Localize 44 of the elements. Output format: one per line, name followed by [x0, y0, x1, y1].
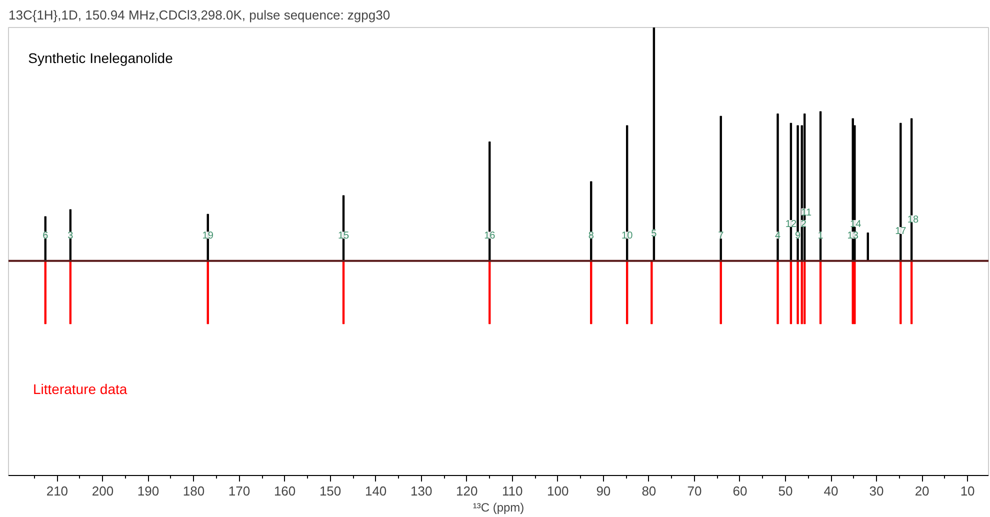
- annotation: 13: [847, 230, 859, 242]
- x-tick-label: 70: [687, 484, 702, 498]
- annotation: 8: [588, 230, 594, 242]
- x-tick-label: 40: [824, 484, 838, 498]
- x-tick-label: 80: [642, 484, 656, 498]
- annotation: 10: [622, 230, 634, 242]
- x-tick-label: 160: [274, 484, 296, 498]
- x-axis-title: ¹³C (ppm): [472, 500, 524, 514]
- annotation: 2: [800, 219, 807, 230]
- x-tick-label: 190: [137, 484, 160, 498]
- x-tick-label: 180: [182, 484, 205, 498]
- annotation: 16: [484, 230, 496, 242]
- x-tick-label: 100: [547, 484, 569, 498]
- text: Litterature data: [33, 381, 128, 398]
- x-tick-label: 210: [46, 484, 68, 498]
- annotation: 3: [68, 230, 74, 242]
- x-tick-label: 60: [732, 484, 748, 498]
- x-tick-label: 50: [778, 484, 793, 498]
- annotation: 6: [42, 230, 49, 242]
- x-tick-label: 90: [596, 484, 611, 498]
- annotation: 14: [850, 219, 862, 230]
- chart-title: 13C{1H},1D, 150.94 MHz,CDCl3,298.0K, pulse sequence: zgpg30: [8, 8, 390, 22]
- x-tick-label: 140: [364, 484, 387, 498]
- x-tick-label: 150: [319, 484, 342, 498]
- x-tick-label: 10: [960, 484, 975, 498]
- x-tick-label: 170: [228, 484, 250, 498]
- annotation: 4: [774, 230, 781, 242]
- annotation: 11: [801, 207, 812, 218]
- annotation: 19: [202, 230, 214, 242]
- x-tick-label: 130: [410, 484, 432, 498]
- annotation: 7: [718, 230, 724, 242]
- annotation: 18: [907, 214, 919, 226]
- x-tick-label: 200: [92, 484, 114, 498]
- annotation: 15: [338, 230, 350, 242]
- x-tick-label: 120: [456, 484, 478, 498]
- annotation: 9: [795, 230, 801, 242]
- annotation: 1: [818, 230, 824, 242]
- annotation: 12: [785, 219, 797, 230]
- annotation: 17: [895, 226, 907, 237]
- x-tick-label: 20: [914, 484, 930, 498]
- text: Synthetic Ineleganolide: [28, 50, 174, 66]
- x-tick-label: 110: [502, 484, 523, 498]
- x-tick-label: 30: [869, 484, 884, 498]
- annotation: 5: [651, 228, 658, 240]
